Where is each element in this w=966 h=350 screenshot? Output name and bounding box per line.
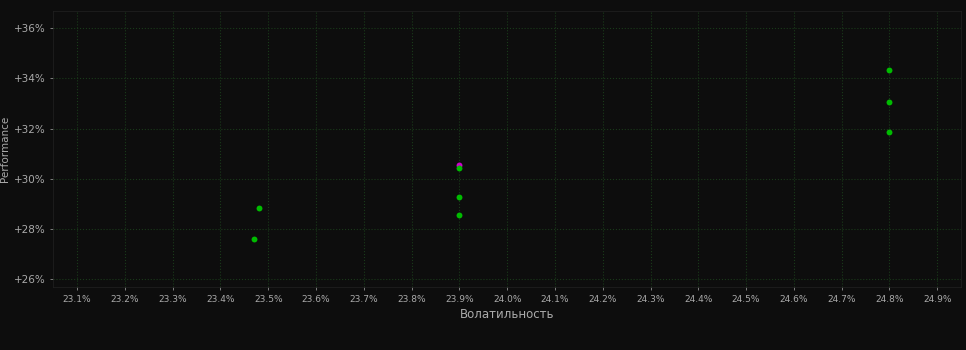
Point xyxy=(882,130,897,135)
Point xyxy=(251,205,267,211)
Point xyxy=(452,165,468,170)
Point xyxy=(882,67,897,72)
Point xyxy=(246,237,262,242)
Point xyxy=(882,99,897,105)
Point xyxy=(452,212,468,218)
X-axis label: Волатильность: Волатильность xyxy=(460,308,554,321)
Y-axis label: Performance: Performance xyxy=(0,116,10,182)
Point xyxy=(452,162,468,168)
Point xyxy=(452,194,468,199)
